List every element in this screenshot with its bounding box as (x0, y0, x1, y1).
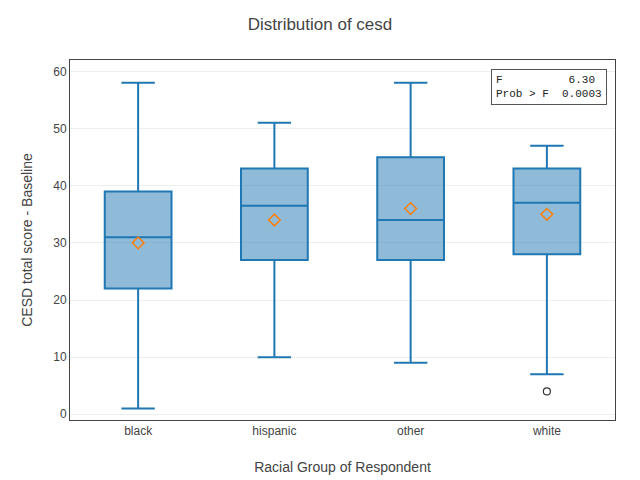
svg-text:Distribution of cesd: Distribution of cesd (248, 15, 393, 34)
svg-text:10: 10 (53, 350, 67, 364)
svg-text:20: 20 (53, 293, 67, 307)
svg-text:40: 40 (53, 179, 67, 193)
svg-text:0: 0 (60, 407, 67, 421)
svg-text:hispanic: hispanic (252, 424, 296, 438)
svg-text:50: 50 (53, 122, 67, 136)
svg-text:F 6.30Prob > F 0.000: F 6.30Prob > F 0.0003 (496, 74, 602, 100)
svg-text:CESD total score - Baseline: CESD total score - Baseline (19, 153, 35, 327)
svg-text:60: 60 (53, 65, 67, 79)
svg-text:other: other (397, 424, 424, 438)
svg-text:Racial Group of Respondent: Racial Group of Respondent (254, 459, 431, 475)
svg-text:black: black (124, 424, 153, 438)
svg-text:30: 30 (53, 236, 67, 250)
svg-text:white: white (532, 424, 561, 438)
